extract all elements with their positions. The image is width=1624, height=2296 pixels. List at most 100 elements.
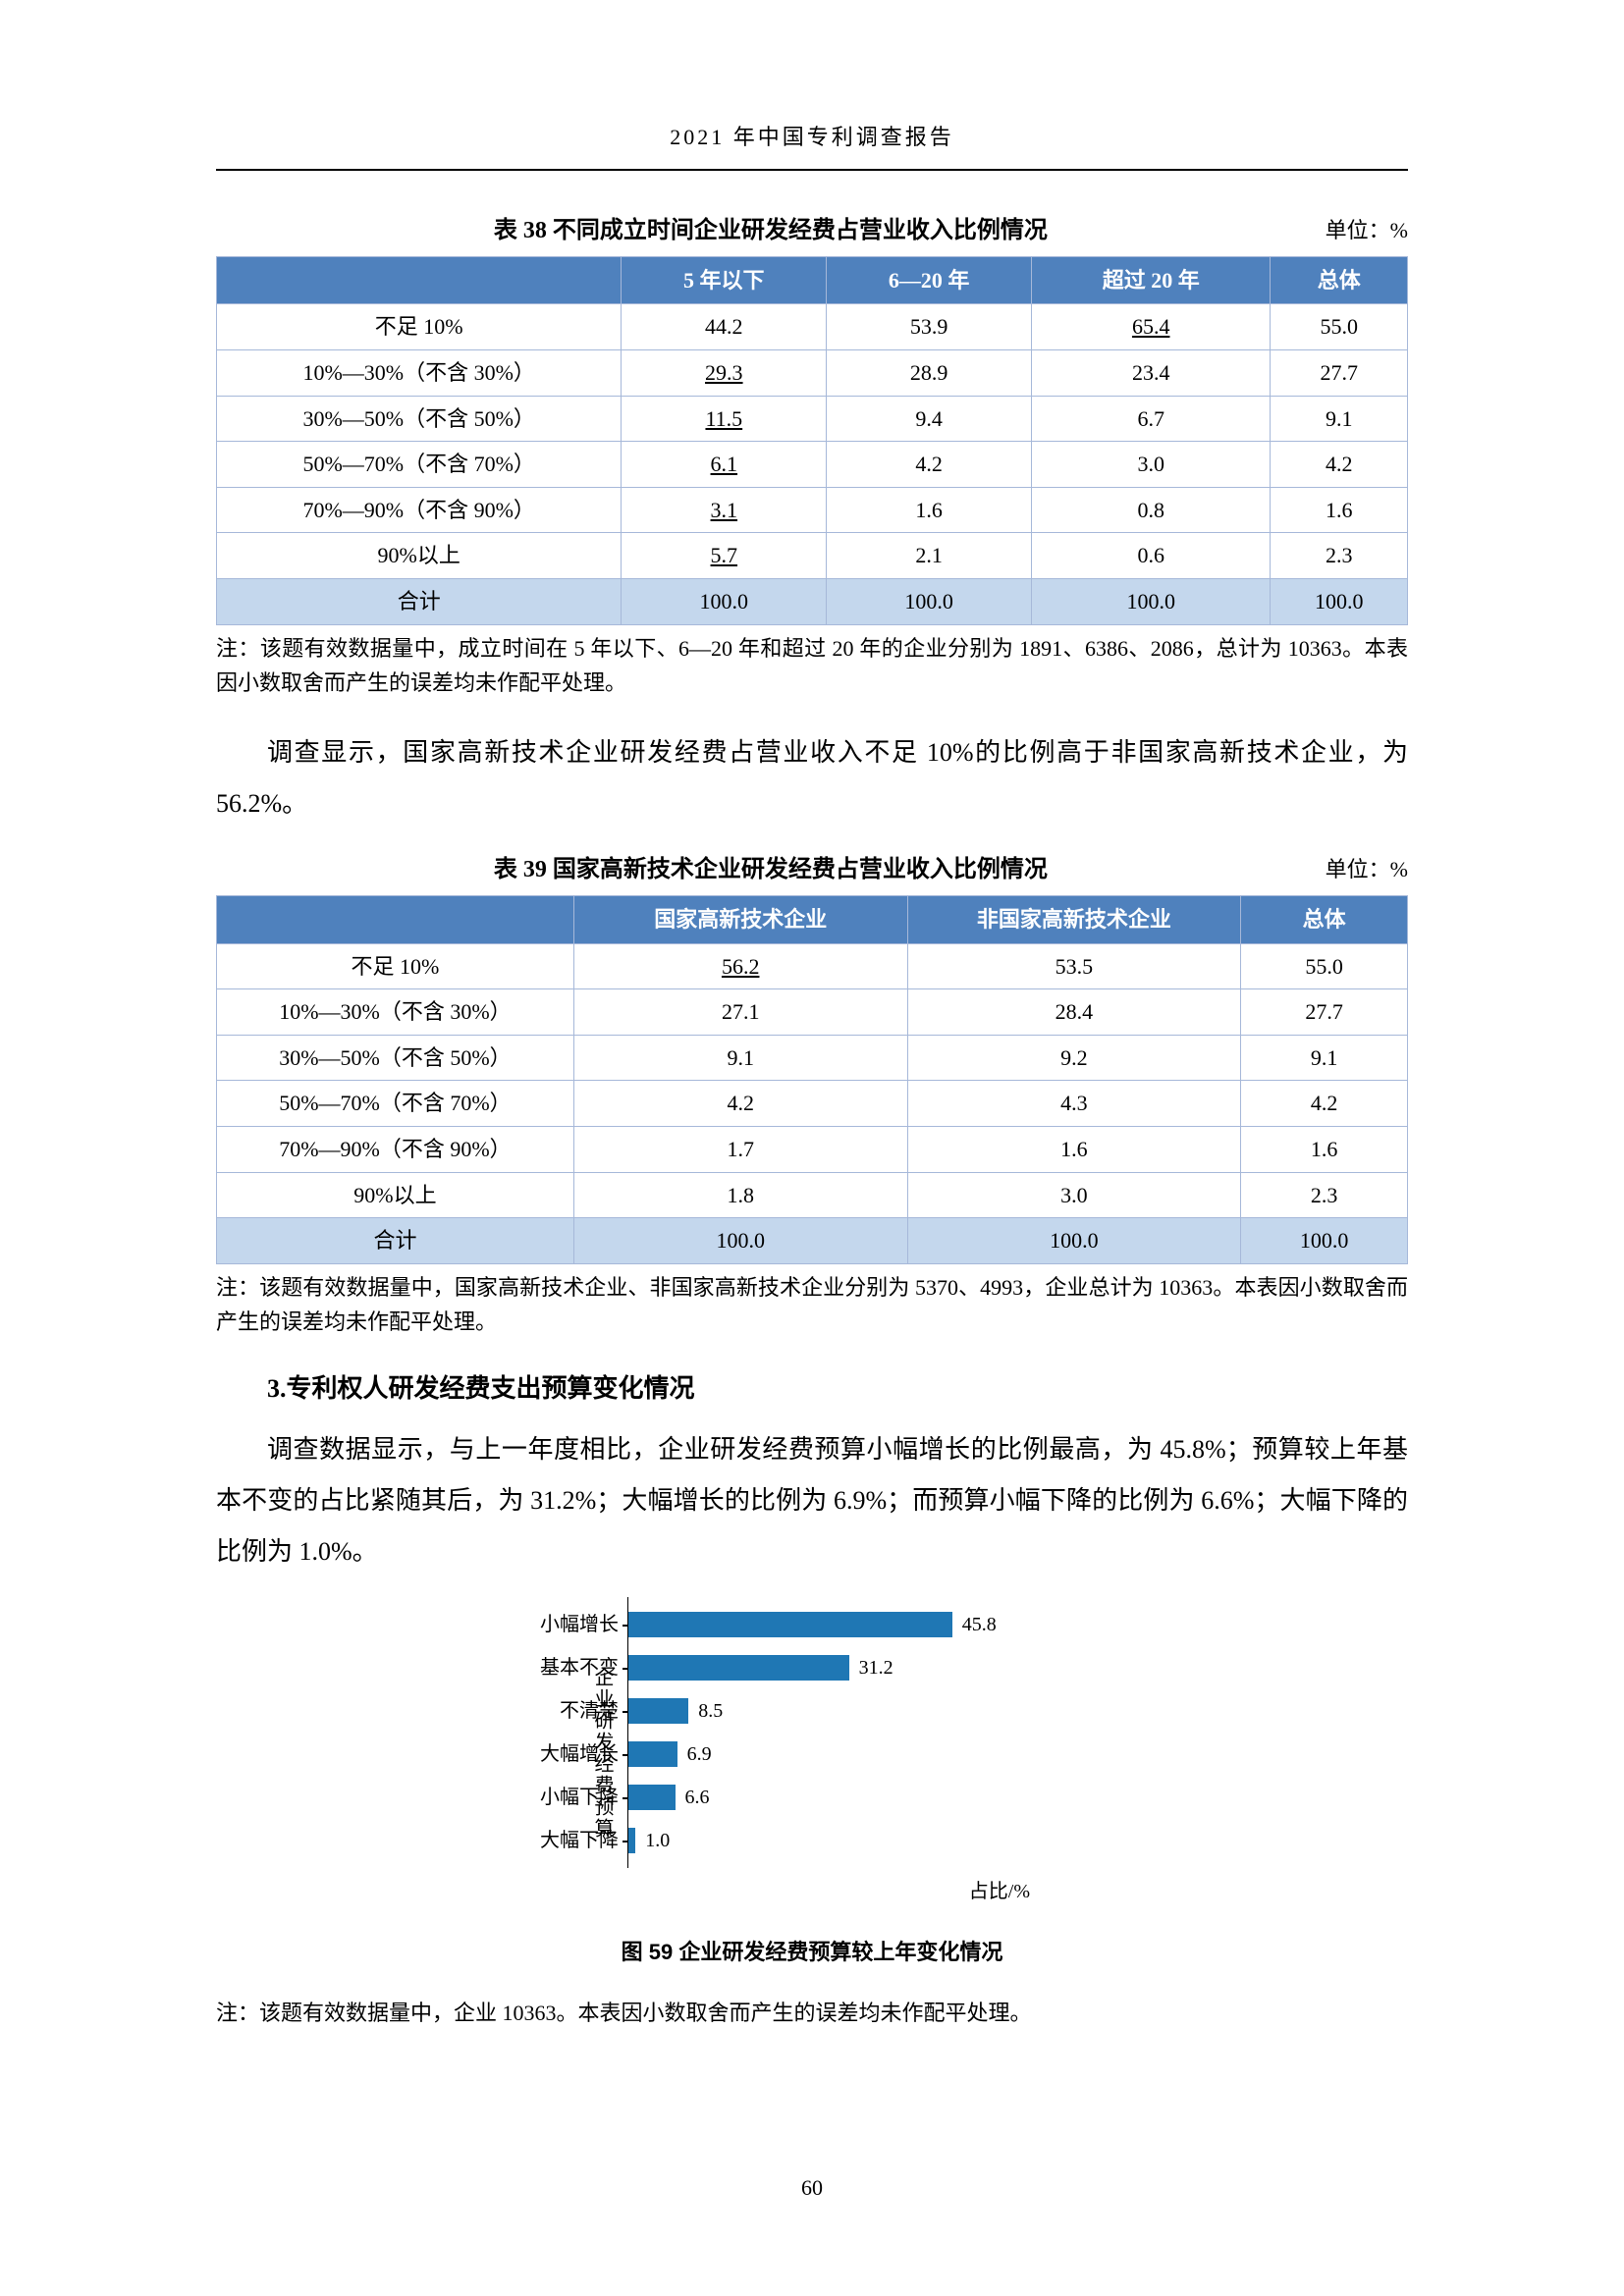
table39-cell: 9.2 [907,1035,1241,1081]
table38-title-row: 表 38 不同成立时间企业研发经费占营业收入比例情况 单位：% [216,210,1408,252]
chart59-bar-row: 大幅增长6.9 [628,1733,1040,1776]
table39-unit: 单位：% [1326,850,1408,889]
table38-title: 表 38 不同成立时间企业研发经费占营业收入比例情况 [216,210,1326,252]
table39-row-0: 不足 10%56.253.555.0 [217,943,1408,989]
table38-col-2: 6—20 年 [827,256,1032,304]
table38-cell: 50%—70%（不含 70%） [217,442,622,488]
table38-total-cell: 100.0 [622,578,827,624]
table39-cell: 4.3 [907,1081,1241,1127]
chart59-bar [628,1655,849,1681]
table39-row-1: 10%—30%（不含 30%）27.128.427.7 [217,989,1408,1036]
table39-cell: 53.5 [907,943,1241,989]
chart59-bar-row: 大幅下降1.0 [628,1819,1040,1862]
table38-cell: 2.1 [827,533,1032,579]
chart59-category-label: 大幅增长 [511,1736,628,1772]
chart59-bar-row: 不清楚8.5 [628,1689,1040,1733]
chart59-value-label: 31.2 [849,1650,893,1685]
table39-cell: 30%—50%（不含 50%） [217,1035,574,1081]
chart59-value-label: 6.9 [677,1736,712,1772]
table39-cell: 1.6 [907,1127,1241,1173]
table38-cell: 11.5 [622,396,827,442]
table38-total-cell: 合计 [217,578,622,624]
table38-total-cell: 100.0 [1271,578,1408,624]
table39-title-row: 表 39 国家高新技术企业研发经费占营业收入比例情况 单位：% [216,849,1408,891]
table38-cell: 2.3 [1271,533,1408,579]
table38-col-1: 5 年以下 [622,256,827,304]
table39-col-2: 非国家高新技术企业 [907,896,1241,944]
table39-cell: 1.6 [1241,1127,1408,1173]
chart59-category-label: 大幅下降 [511,1823,628,1858]
chart59-xlabel: 占比/% [627,1868,1040,1909]
table38-row-0: 不足 10%44.253.965.455.0 [217,304,1408,350]
table38-cell: 55.0 [1271,304,1408,350]
table39-cell: 不足 10% [217,943,574,989]
chart59-bar [628,1741,677,1767]
table39-cell: 9.1 [573,1035,907,1081]
table38-cell: 27.7 [1271,349,1408,396]
table38-cell: 5.7 [622,533,827,579]
table38-cell: 0.6 [1032,533,1271,579]
chart59-category-label: 不清楚 [511,1693,628,1729]
table39-note: 注：该题有效数据量中，国家高新技术企业、非国家高新技术企业分别为 5370、49… [216,1270,1408,1339]
table39-cell: 27.1 [573,989,907,1036]
table38-cell: 1.6 [1271,487,1408,533]
chart59-caption: 图 59 企业研发经费预算较上年变化情况 [622,1933,1003,1972]
table38-total-row: 合计100.0100.0100.0100.0 [217,578,1408,624]
table39-cell: 10%—30%（不含 30%） [217,989,574,1036]
table39-cell: 4.2 [1241,1081,1408,1127]
table38-cell: 3.0 [1032,442,1271,488]
chart59-category-label: 小幅增长 [511,1607,628,1642]
table38: 5 年以下6—20 年超过 20 年总体 不足 10%44.253.965.45… [216,256,1408,625]
table39-cell: 90%以上 [217,1172,574,1218]
table38-cell: 4.2 [1271,442,1408,488]
page-number: 60 [0,2168,1624,2208]
table39-cell: 56.2 [573,943,907,989]
table38-total-cell: 100.0 [827,578,1032,624]
table39-total-cell: 100.0 [907,1218,1241,1264]
table38-cell: 44.2 [622,304,827,350]
table39-cell: 4.2 [573,1081,907,1127]
table39-row-4: 70%—90%（不含 90%）1.71.61.6 [217,1127,1408,1173]
table39-col-0 [217,896,574,944]
table39-col-3: 总体 [1241,896,1408,944]
table39: 国家高新技术企业非国家高新技术企业总体 不足 10%56.253.555.010… [216,895,1408,1264]
chart59-wrap: 企业研发经费预算 小幅增长45.8基本不变31.2不清楚8.5大幅增长6.9小幅… [216,1597,1408,1990]
table38-unit: 单位：% [1326,211,1408,250]
table39-total-cell: 100.0 [573,1218,907,1264]
table39-cell: 3.0 [907,1172,1241,1218]
table39-total-cell: 合计 [217,1218,574,1264]
chart59-category-label: 小幅下降 [511,1780,628,1815]
chart59-bar [628,1612,952,1637]
table39-row-3: 50%—70%（不含 70%）4.24.34.2 [217,1081,1408,1127]
table39-title: 表 39 国家高新技术企业研发经费占营业收入比例情况 [216,849,1326,891]
table38-row-1: 10%—30%（不含 30%）29.328.923.427.7 [217,349,1408,396]
table39-total-cell: 100.0 [1241,1218,1408,1264]
table38-cell: 6.1 [622,442,827,488]
table38-cell: 53.9 [827,304,1032,350]
table39-cell: 1.7 [573,1127,907,1173]
chart59-value-label: 6.6 [676,1780,710,1815]
chart59-note: 注：该题有效数据量中，企业 10363。本表因小数取舍而产生的误差均未作配平处理… [216,1996,1408,2030]
table38-cell: 10%—30%（不含 30%） [217,349,622,396]
chart59-bar [628,1828,635,1853]
table39-cell: 50%—70%（不含 70%） [217,1081,574,1127]
chart59-bar-row: 小幅增长45.8 [628,1603,1040,1646]
chart59-bar [628,1698,688,1724]
chart59-bar-row: 小幅下降6.6 [628,1776,1040,1819]
table38-cell: 29.3 [622,349,827,396]
table38-cell: 30%—50%（不含 50%） [217,396,622,442]
table39-total-row: 合计100.0100.0100.0 [217,1218,1408,1264]
chart59: 企业研发经费预算 小幅增长45.8基本不变31.2不清楚8.5大幅增长6.9小幅… [584,1597,1040,1909]
table38-cell: 0.8 [1032,487,1271,533]
table38-row-3: 50%—70%（不含 70%）6.14.23.04.2 [217,442,1408,488]
table38-cell: 9.1 [1271,396,1408,442]
page-header: 2021 年中国专利调查报告 [216,118,1408,171]
chart59-bar-row: 基本不变31.2 [628,1646,1040,1689]
table38-row-4: 70%—90%（不含 90%）3.11.60.81.6 [217,487,1408,533]
table39-cell: 27.7 [1241,989,1408,1036]
chart59-value-label: 45.8 [952,1607,997,1642]
chart59-value-label: 8.5 [688,1693,723,1729]
table39-cell: 28.4 [907,989,1241,1036]
table38-cell: 90%以上 [217,533,622,579]
section3-para: 调查数据显示，与上一年度相比，企业研发经费预算小幅增长的比例最高，为 45.8%… [216,1424,1408,1577]
